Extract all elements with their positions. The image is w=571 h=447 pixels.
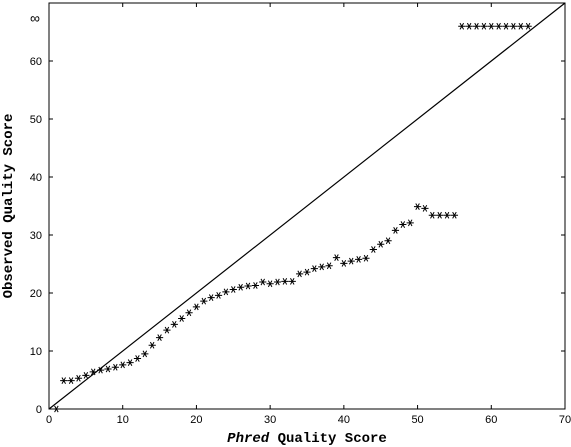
x-axis-title: Phred Quality Score [227, 431, 387, 447]
data-point [325, 262, 333, 270]
x-tick-label: 20 [190, 414, 202, 426]
data-point [214, 291, 223, 299]
data-point [133, 355, 142, 362]
data-point [251, 282, 259, 289]
data-point [362, 254, 370, 262]
data-point [502, 22, 510, 30]
data-point [480, 22, 488, 30]
x-axis-title-rest: Quality Score [269, 431, 387, 447]
data-point [200, 297, 208, 305]
data-point [436, 211, 444, 219]
data-point [487, 22, 495, 30]
data-point [391, 226, 400, 234]
data-point [296, 270, 304, 278]
data-point [244, 282, 252, 290]
data-point [237, 283, 245, 291]
y-tick-label: 50 [30, 114, 42, 126]
data-point [126, 359, 134, 366]
data-point [495, 22, 503, 30]
data-point [332, 254, 341, 262]
x-tick-label: 50 [411, 414, 423, 426]
x-tick-label: 70 [559, 414, 571, 426]
y-tick-label: 30 [30, 230, 42, 242]
data-point [82, 371, 90, 379]
data-point [413, 203, 422, 210]
data-point [148, 341, 156, 349]
data-point [288, 278, 296, 285]
data-point [443, 211, 451, 219]
x-tick-label: 10 [117, 414, 129, 426]
data-point [163, 326, 171, 334]
y-tick-label: 60 [30, 56, 42, 68]
data-point [406, 219, 414, 227]
y-tick-label: 40 [30, 172, 42, 184]
data-point [207, 294, 215, 302]
data-point [178, 315, 186, 322]
y-tick-label: 10 [30, 346, 42, 358]
data-point [421, 204, 429, 212]
data-point [185, 309, 193, 317]
data-point [310, 265, 318, 273]
data-point [111, 363, 119, 371]
y-infinity-tick-label: ∞ [30, 10, 40, 26]
data-point [472, 22, 481, 30]
data-point [141, 350, 149, 358]
data-point [170, 320, 178, 328]
data-point [347, 257, 355, 265]
data-point [52, 405, 60, 413]
data-point [377, 240, 385, 248]
data-point [259, 278, 267, 286]
data-point [465, 22, 473, 30]
data-point [524, 22, 532, 30]
plot-frame [48, 2, 566, 410]
data-point [104, 365, 112, 373]
data-point [303, 268, 311, 276]
y-tick-label: 20 [30, 288, 42, 300]
data-point [384, 237, 392, 245]
data-point [509, 22, 517, 30]
data-point [119, 361, 127, 369]
x-tick-label: 40 [338, 414, 350, 426]
data-point [60, 377, 68, 384]
x-axis-title-em: Phred [227, 431, 270, 447]
x-tick-label: 30 [264, 414, 276, 426]
x-tick-label: 60 [485, 414, 497, 426]
x-tick-label: 0 [46, 414, 52, 426]
data-point [229, 286, 237, 293]
y-axis-title: Observed Quality Score [1, 114, 17, 299]
data-point [273, 278, 282, 286]
data-point [450, 211, 459, 219]
data-point [89, 368, 97, 376]
data-point [369, 246, 377, 253]
data-point [517, 22, 525, 30]
data-point [340, 260, 348, 267]
data-point [155, 334, 164, 342]
data-point [97, 366, 105, 374]
data-point [458, 22, 466, 30]
data-point [318, 263, 326, 271]
data-point [281, 278, 289, 285]
y-tick-label: 0 [36, 404, 42, 416]
data-point [222, 288, 230, 296]
data-point [67, 377, 75, 384]
axis-ticks: 0 10 20 30 40 50 60 70 0 10 20 30 40 50 60 [30, 3, 571, 426]
reference-line-group [48, 2, 566, 410]
diagonal-reference-line [48, 2, 566, 410]
data-points [52, 22, 532, 413]
data-point [428, 211, 436, 219]
data-point [399, 221, 407, 228]
data-point [192, 303, 201, 311]
data-point [355, 255, 363, 263]
data-point [266, 280, 274, 288]
data-point [74, 374, 83, 382]
